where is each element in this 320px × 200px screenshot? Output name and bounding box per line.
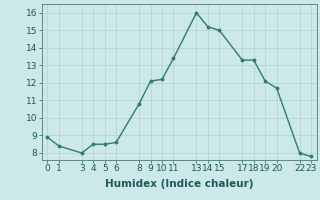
X-axis label: Humidex (Indice chaleur): Humidex (Indice chaleur) xyxy=(105,179,253,189)
